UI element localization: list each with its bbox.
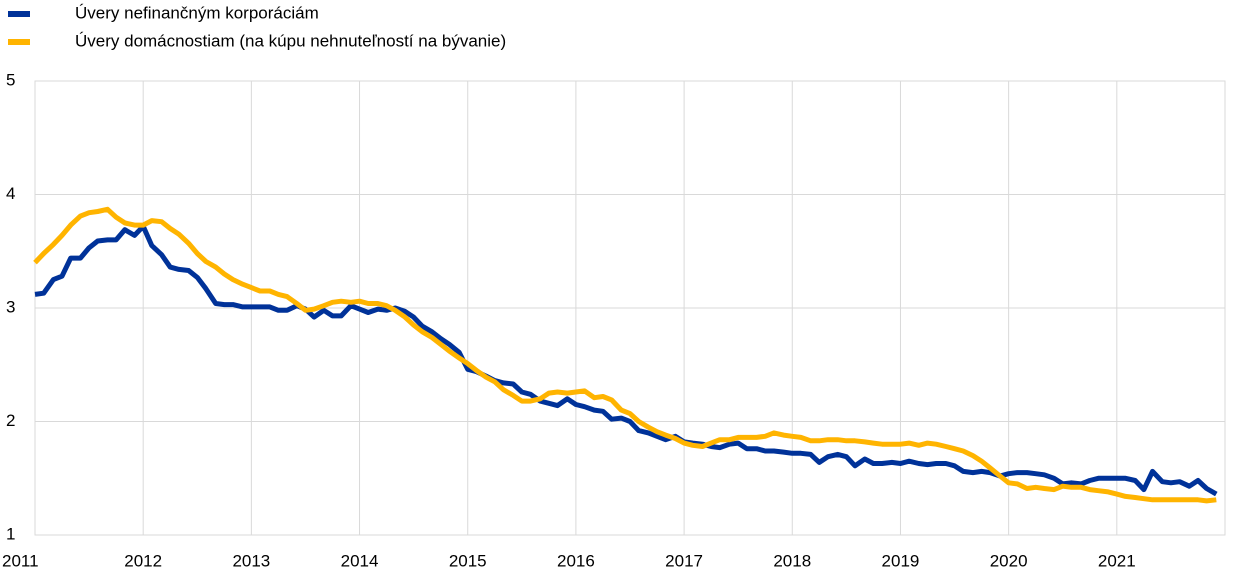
y-tick-label: 2 — [6, 411, 15, 430]
series-line — [33, 206, 1217, 504]
x-tick-label: 2017 — [665, 551, 703, 570]
y-tick-label: 4 — [6, 184, 15, 203]
legend-label: Úvery nefinančným korporáciám — [75, 3, 319, 22]
y-tick-label: 1 — [6, 524, 15, 543]
x-tick-label: 2021 — [1098, 551, 1136, 570]
x-tick-label: 2012 — [124, 551, 162, 570]
x-tick-label: 2020 — [990, 551, 1028, 570]
x-tick-label: 2015 — [449, 551, 487, 570]
legend-swatch — [8, 11, 30, 17]
x-tick-label: 2013 — [232, 551, 270, 570]
x-tick-label: 2019 — [882, 551, 920, 570]
y-tick-label: 3 — [6, 297, 15, 316]
series-line — [34, 223, 1218, 497]
x-tick-label: 2014 — [341, 551, 379, 570]
x-tick-label: 2018 — [773, 551, 811, 570]
legend-label: Úvery domácnostiam (na kúpu nehnuteľnost… — [75, 31, 506, 50]
x-tick-label: 2011 — [2, 551, 39, 570]
x-tick-label: 2016 — [557, 551, 595, 570]
legend-swatch — [8, 39, 30, 45]
y-tick-label: 5 — [6, 70, 15, 89]
